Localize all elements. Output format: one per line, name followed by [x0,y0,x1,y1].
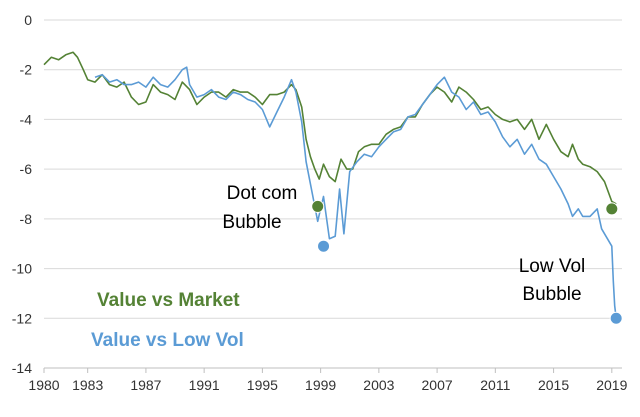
y-tick-label: -10 [12,261,32,277]
y-tick-label: -14 [12,360,32,376]
grid [44,19,622,319]
x-tick-label: 2003 [363,377,394,393]
series-value-vs-market-line [43,51,617,205]
annotation-dot-com-line1: Dot com [227,183,298,204]
y-tick-label: -6 [20,161,33,177]
x-tick-label: 1987 [130,377,161,393]
series-group [43,51,617,319]
annotation-low-vol-line1: Low Vol [519,256,586,277]
y-axis: 0 -2 -4 -6 -8 -10 -12 -14 [12,12,32,376]
x-tick-label: 1995 [247,377,278,393]
y-tick-label: -4 [20,111,33,127]
x-tick-label: 1991 [189,377,220,393]
y-tick-label: -8 [20,211,33,227]
x-tick-label: 1983 [72,377,103,393]
highlight-marker [605,202,619,216]
annotation-dot-com-line2: Bubble [222,212,281,233]
y-tick-label: 0 [24,12,32,28]
highlight-marker [311,199,325,213]
legend-value-vs-market: Value vs Market [97,290,240,311]
x-tick-label: 1980 [28,377,59,393]
y-tick-label: -12 [12,310,32,326]
y-tick-label: -2 [20,62,33,78]
x-axis: 1980 1983 1987 1991 1995 1999 2003 2007 2011 2015… [28,367,628,393]
annotation-low-vol-line2: Bubble [522,284,581,305]
legend-value-vs-low-vol: Value vs Low Vol [91,330,244,351]
series-value-vs-low-vol-line [94,66,617,319]
marker-group [311,199,623,325]
x-tick-label: 2019 [596,377,627,393]
x-tick-label: 1999 [305,377,336,393]
x-tick-label: 2007 [422,377,453,393]
highlight-marker [609,311,623,325]
highlight-marker [317,239,331,253]
x-tick-label: 2015 [538,377,569,393]
x-tick-label: 2011 [480,377,510,393]
